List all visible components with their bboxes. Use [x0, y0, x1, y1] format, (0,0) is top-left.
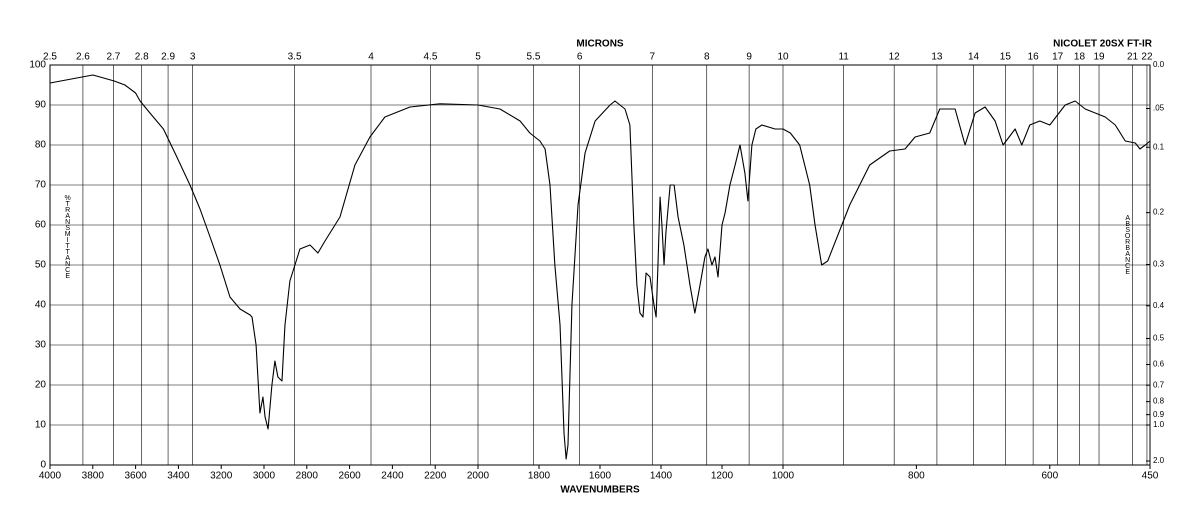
spectrum-line	[49, 74, 1151, 460]
x-tick-label: 1000	[772, 471, 795, 482]
top-tick-label: 4	[368, 52, 374, 63]
top-tick-label: 2.9	[161, 52, 175, 63]
y2-tick-label: 0.2	[1153, 208, 1165, 217]
x-tick-label: 2400	[381, 471, 404, 482]
x-axis-label: WAVENUMBERS	[560, 485, 640, 496]
y2-tick-label: 2.0	[1153, 456, 1165, 465]
top-tick-label: 4.5	[423, 52, 437, 63]
y2-tick-label: 0.6	[1153, 360, 1165, 369]
y2-tick-label: 0.3	[1153, 260, 1165, 269]
x-tick-label: 1800	[528, 471, 551, 482]
y-tick-label: 20	[35, 380, 47, 391]
top-tick-label: 9	[746, 52, 752, 63]
top-tick-label: 3.5	[288, 52, 302, 63]
x-tick-label: 450	[1142, 471, 1159, 482]
y2-tick-label: 0.4	[1153, 301, 1165, 310]
top-tick-label: 8	[704, 52, 710, 63]
x-tick-label: 3200	[210, 471, 233, 482]
x-tick-label: 600	[1041, 471, 1058, 482]
top-tick-label: 16	[1028, 52, 1040, 63]
y2-tick-label: 0.8	[1153, 397, 1165, 406]
x-tick-label: 1600	[589, 471, 612, 482]
chart-title: NICOLET 20SX FT-IR	[1053, 39, 1153, 50]
top-axis-label: MICRONS	[576, 39, 624, 50]
y2-tick-label: 0.0	[1153, 60, 1165, 69]
y-tick-label: 10	[35, 420, 47, 431]
x-tick-label: 4000	[39, 471, 62, 482]
y2-tick-label: 0.1	[1153, 142, 1165, 151]
top-tick-label: 11	[838, 52, 849, 63]
top-tick-label: 2.6	[76, 52, 90, 63]
x-tick-label: 2800	[296, 471, 319, 482]
x-tick-label: 2200	[424, 471, 447, 482]
top-tick-label: 18	[1074, 52, 1086, 63]
y-tick-label: 30	[35, 340, 47, 351]
y2-tick-label: .05	[1153, 104, 1165, 113]
x-tick-label: 2000	[467, 471, 490, 482]
y2-tick-label: 0.9	[1153, 410, 1165, 419]
top-tick-label: 10	[777, 52, 789, 63]
top-tick-label: 15	[1000, 52, 1012, 63]
y-tick-label: 0	[40, 460, 46, 471]
x-tick-label: 1400	[650, 471, 673, 482]
top-tick-label: 12	[889, 52, 901, 63]
top-tick-label: 19	[1093, 52, 1105, 63]
top-tick-label: 6	[577, 52, 583, 63]
top-tick-label: 2.5	[43, 52, 57, 63]
y2-tick-label: 0.5	[1153, 334, 1165, 343]
top-tick-label: 14	[968, 52, 980, 63]
y-tick-label: 100	[29, 60, 46, 71]
y-tick-label: 50	[35, 260, 47, 271]
top-tick-label: 13	[931, 52, 943, 63]
x-tick-label: 800	[908, 471, 925, 482]
top-tick-label: 22	[1141, 52, 1153, 63]
x-tick-label: 3800	[82, 471, 105, 482]
y2-tick-label: 0.7	[1153, 380, 1165, 389]
top-tick-label: 17	[1052, 52, 1064, 63]
x-tick-label: 3600	[124, 471, 147, 482]
x-tick-label: 3400	[167, 471, 190, 482]
x-tick-label: 2600	[338, 471, 361, 482]
y2-axis-label: ABSORBANCE	[1124, 215, 1131, 275]
top-tick-label: 7	[650, 52, 656, 63]
top-tick-label: 3	[190, 52, 196, 63]
top-tick-label: 2.8	[135, 52, 149, 63]
x-tick-label: 3000	[253, 471, 276, 482]
x-tick-label: 1200	[711, 471, 734, 482]
top-tick-label: 2.7	[106, 52, 120, 63]
top-tick-label: 5	[475, 52, 481, 63]
y-tick-label: 70	[35, 180, 47, 191]
y-axis-label: %TRANSMITTANCE	[64, 195, 71, 279]
y-tick-label: 40	[35, 300, 47, 311]
y2-tick-label: 1.0	[1153, 420, 1165, 429]
y-tick-label: 90	[35, 100, 47, 111]
y-tick-label: 60	[35, 220, 47, 231]
top-tick-label: 5.5	[527, 52, 541, 63]
y-tick-label: 80	[35, 140, 47, 151]
top-tick-label: 21	[1127, 52, 1139, 63]
